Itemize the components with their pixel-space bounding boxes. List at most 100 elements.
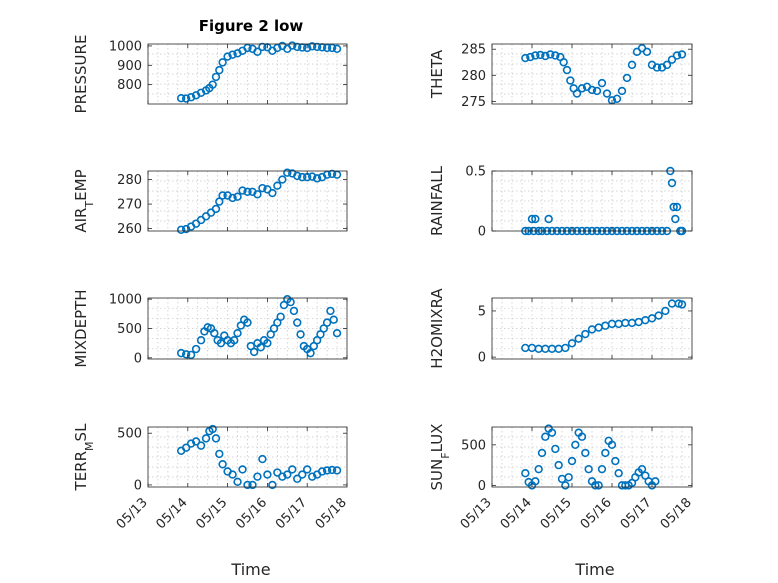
data-point	[322, 318, 332, 327]
data-point	[289, 306, 299, 316]
data-point	[286, 297, 295, 307]
data-point	[654, 311, 663, 320]
data-point	[238, 186, 247, 195]
y-axis-label: PRESSURE	[72, 35, 90, 114]
x-axis-label-left: Time	[230, 560, 270, 579]
data-point	[283, 168, 292, 177]
data-point	[243, 318, 252, 327]
data-point	[554, 460, 563, 470]
y-tick-label: 0	[134, 351, 142, 366]
x-tick-label: 05/18	[658, 495, 695, 532]
data-point	[607, 440, 617, 450]
data-point	[256, 343, 265, 352]
data-point	[527, 214, 537, 224]
data-point	[671, 214, 680, 224]
subplot-h2o-mixing-ratio: 0 5 H2OMIXRA	[428, 288, 693, 369]
data-point	[537, 448, 547, 458]
data-point	[243, 187, 252, 197]
x-tick-label: 05/18	[313, 495, 350, 532]
y-tick-label: 280	[117, 173, 142, 188]
subplot-theta: 275 280 285 THETA	[428, 43, 693, 110]
data-point	[233, 192, 242, 201]
data-point	[176, 93, 186, 103]
data-point	[312, 42, 322, 52]
data-point	[592, 86, 602, 96]
data-point	[581, 448, 590, 458]
data-point	[581, 329, 590, 339]
data-point	[551, 51, 560, 60]
data-point	[637, 464, 647, 474]
y-tick-label: 0	[478, 225, 486, 240]
y-axis-label: THETA	[428, 49, 446, 99]
data-point	[574, 334, 583, 343]
data-point	[296, 330, 305, 339]
data-point	[258, 183, 267, 193]
data-point	[181, 94, 191, 103]
data-point	[268, 188, 277, 198]
y-axis-label: MIXDEPTH	[72, 289, 90, 367]
data-point	[215, 197, 224, 206]
data-point	[186, 93, 196, 102]
data-point	[191, 344, 201, 354]
axes-frame	[491, 170, 693, 232]
data-point	[327, 169, 337, 179]
data-point	[531, 51, 540, 60]
data-point	[258, 454, 267, 464]
data-point	[238, 465, 247, 474]
data-point	[661, 306, 670, 316]
data-point	[263, 338, 272, 348]
data-point	[332, 466, 342, 475]
data-point	[211, 72, 221, 82]
data-point	[211, 434, 221, 443]
data-point	[677, 50, 687, 59]
data-point	[218, 191, 227, 200]
data-point	[191, 437, 201, 446]
data-point	[317, 467, 327, 476]
data-point	[602, 89, 612, 98]
data-point	[298, 172, 307, 182]
subplot-rainfall: 0 0.5 RAINFALL	[428, 165, 693, 240]
data-point	[176, 348, 186, 358]
data-point	[253, 190, 262, 199]
data-point	[322, 466, 332, 475]
data-point	[566, 76, 575, 85]
data-point	[327, 43, 337, 53]
data-point	[216, 338, 226, 348]
data-point	[617, 86, 627, 96]
axes-frame	[147, 170, 348, 232]
y-tick-label: 0	[478, 351, 486, 366]
data-point	[322, 43, 332, 53]
x-tick-label: 05/16	[233, 495, 270, 532]
data-point	[547, 428, 557, 437]
data-point	[677, 300, 687, 309]
data-point	[546, 50, 555, 59]
data-point	[669, 202, 678, 212]
data-point	[230, 336, 239, 345]
data-point	[228, 470, 237, 479]
y-tick-label: 275	[461, 95, 486, 110]
axes-frame	[147, 43, 348, 105]
subplot-sun-flux: 0 500 05/13 05/14 05/15 05/16 05/17 05/18 SUNFLU…	[428, 424, 695, 533]
data-point	[201, 434, 211, 443]
data-point	[196, 336, 206, 345]
data-point	[531, 477, 540, 486]
data-point	[263, 470, 272, 479]
data-point	[647, 314, 657, 323]
y-tick-label: 1000	[109, 293, 142, 308]
data-point	[597, 464, 607, 474]
y-tick-label: 800	[117, 78, 142, 93]
data-point	[561, 343, 570, 353]
data-point	[672, 202, 682, 212]
data-point	[258, 42, 267, 52]
data-point	[541, 432, 550, 441]
axes-frame	[147, 426, 348, 488]
data-point	[536, 50, 545, 60]
data-point	[612, 94, 622, 103]
data-point	[293, 42, 302, 52]
data-point	[218, 460, 227, 469]
data-point	[176, 225, 186, 234]
data-point	[651, 477, 660, 486]
x-tick-label: 05/14	[154, 495, 191, 532]
data-point	[208, 424, 217, 434]
y-tick-label: 1000	[109, 39, 142, 54]
